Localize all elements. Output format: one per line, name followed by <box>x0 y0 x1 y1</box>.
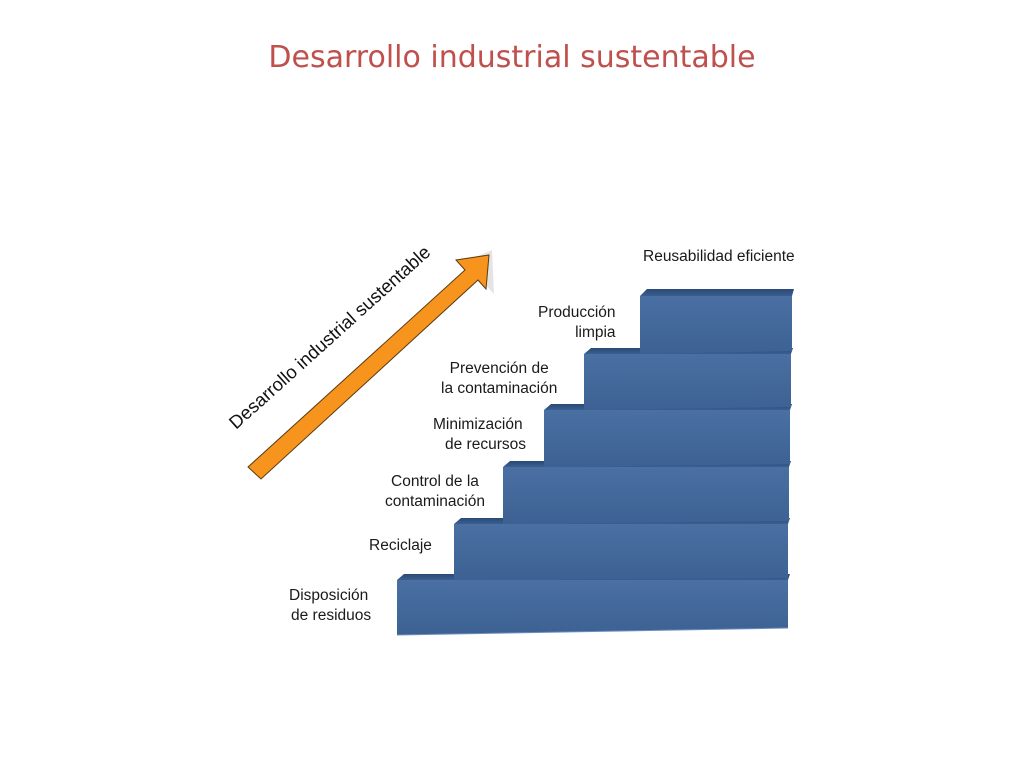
step-label-prevencion: Prevención de la contaminación <box>441 360 558 397</box>
step-label-reusabilidad: Reusabilidad eficiente <box>643 248 795 265</box>
step-4-block <box>544 404 792 467</box>
growth-arrow-shape <box>247 254 490 480</box>
step-3-block <box>503 461 791 524</box>
step-label-reciclaje: Reciclaje <box>369 537 432 554</box>
step-6-block <box>640 289 794 354</box>
slide-title: Desarrollo industrial sustentable <box>268 40 756 75</box>
staircase <box>396 289 794 636</box>
step-label-disposicion: Disposición de residuos <box>289 587 372 624</box>
step-5-block <box>584 348 793 410</box>
step-label-control: Control de la contaminación <box>385 473 485 510</box>
step-label-minimizacion: Minimización de recursos <box>433 416 526 453</box>
step-2-block <box>454 518 790 580</box>
step-label-produccion: Producción limpia <box>538 304 616 341</box>
step-1-block <box>396 574 790 636</box>
